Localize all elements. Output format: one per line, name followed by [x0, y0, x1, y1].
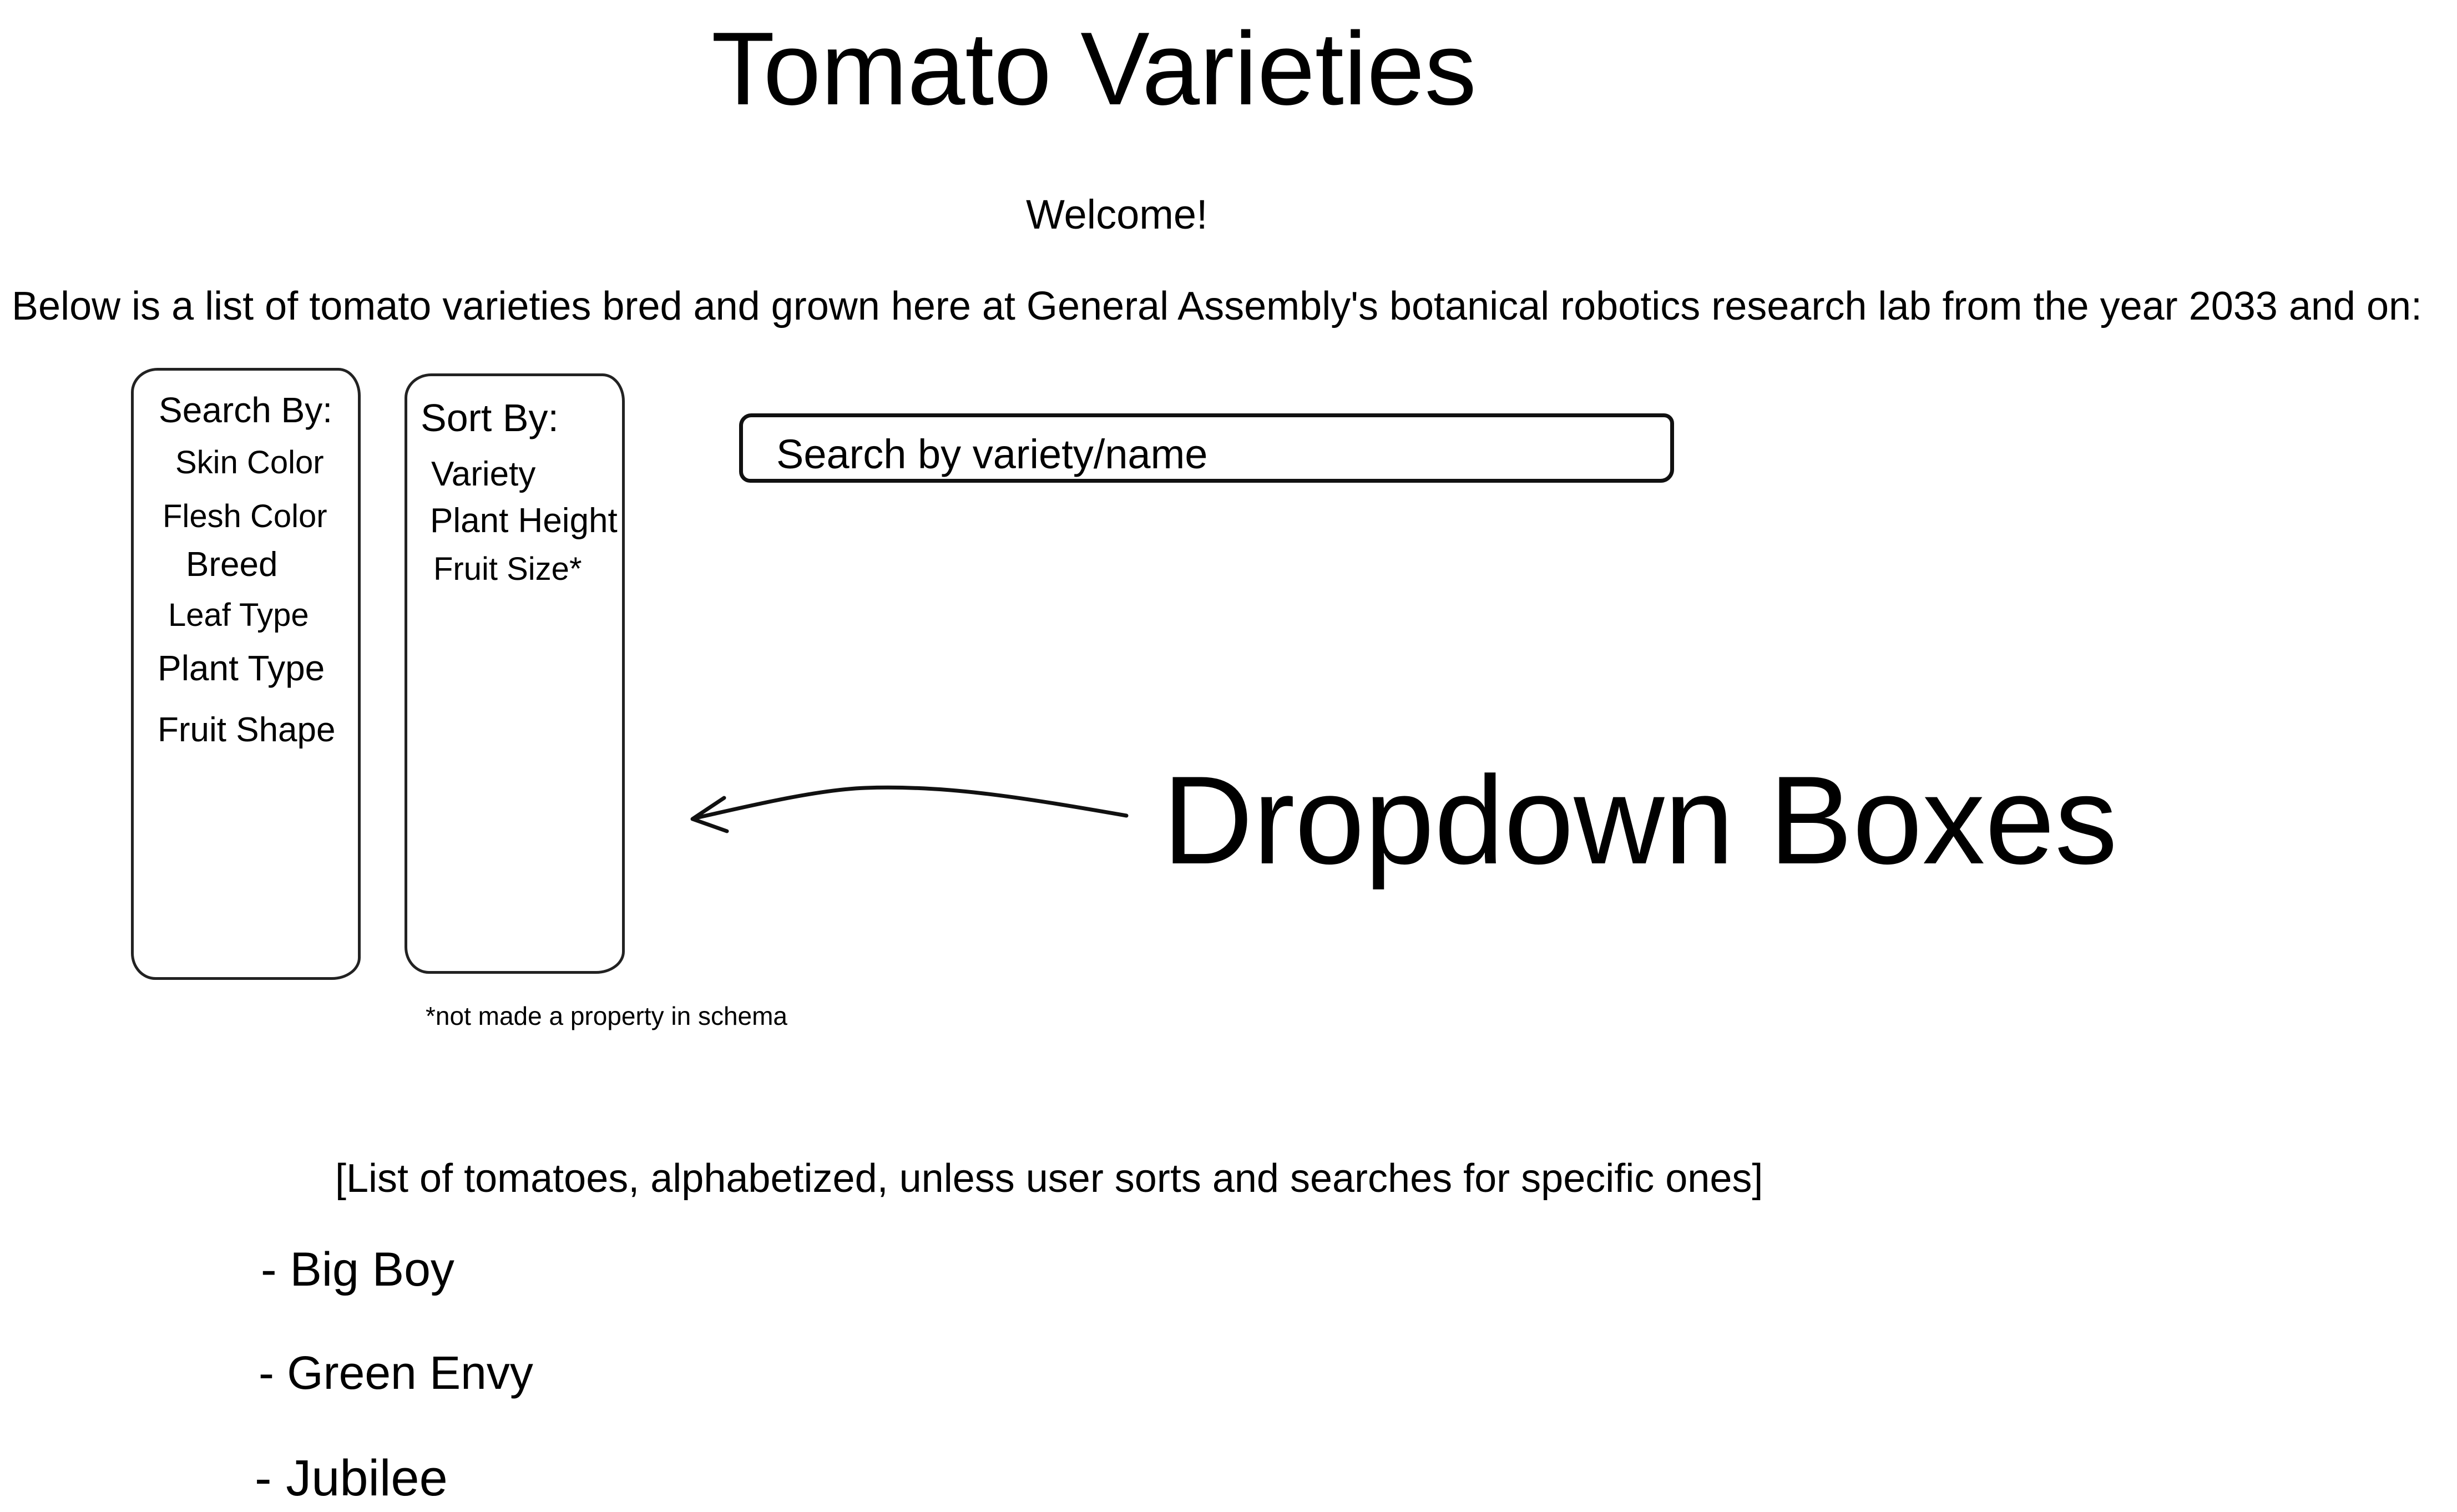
search-option-fruit-shape[interactable]: Fruit Shape [158, 711, 336, 749]
sort-option-plant-height[interactable]: Plant Height [430, 502, 618, 540]
intro-text: Below is a list of tomato varieties bred… [12, 284, 2423, 328]
search-bar[interactable] [739, 413, 1674, 483]
list-caption: [List of tomatoes, alphabetized, unless … [335, 1156, 1763, 1201]
welcome-text: Welcome! [1026, 191, 1208, 237]
list-item[interactable]: - Big Boy [261, 1243, 454, 1296]
search-option-breed[interactable]: Breed [186, 545, 278, 584]
search-option-flesh-color[interactable]: Flesh Color [163, 498, 327, 534]
annotation-arrow-icon [690, 785, 1129, 833]
search-by-dropdown[interactable] [131, 368, 361, 980]
search-option-leaf-type[interactable]: Leaf Type [168, 597, 309, 633]
search-option-plant-type[interactable]: Plant Type [158, 648, 325, 688]
search-input[interactable] [776, 431, 1609, 478]
search-by-label: Search By: [159, 390, 333, 430]
sort-by-label: Sort By: [421, 396, 559, 439]
list-item[interactable]: - Jubilee [255, 1450, 448, 1506]
schema-footnote: *not made a property in schema [426, 1002, 788, 1030]
list-item[interactable]: - Green Envy [259, 1347, 533, 1399]
dropdown-boxes-annotation: Dropdown Boxes [1162, 750, 2118, 890]
sort-option-fruit-size[interactable]: Fruit Size* [433, 551, 582, 587]
search-option-skin-color[interactable]: Skin Color [175, 444, 324, 481]
page-title: Tomato Varieties [711, 11, 1477, 127]
sort-by-dropdown[interactable] [405, 373, 625, 974]
sort-option-variety[interactable]: Variety [431, 455, 536, 493]
